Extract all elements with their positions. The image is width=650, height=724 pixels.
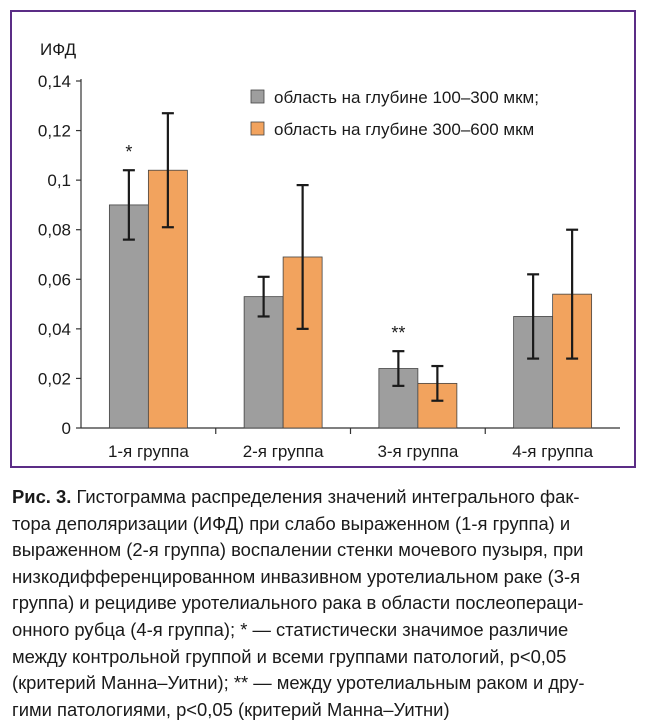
caption-line: между контрольной группой и всеми группа… bbox=[12, 645, 567, 667]
bar-series-2 bbox=[282, 256, 323, 429]
y-tick-label: 0,08 bbox=[38, 221, 71, 240]
y-tick-label: 0,14 bbox=[38, 72, 71, 91]
caption-line: выраженном (2-я группа) воспалении стенк… bbox=[12, 539, 584, 561]
y-tick-label: 0 bbox=[62, 419, 71, 438]
caption-label: Рис. 3. bbox=[12, 486, 72, 507]
figure-caption: Рис. 3. Гистограмма распределения значен… bbox=[12, 484, 638, 723]
y-axis-label: ИФД bbox=[40, 40, 77, 59]
legend-swatch bbox=[250, 121, 265, 136]
caption-line: гими патологиями, р<0,05 (критерий Манна… bbox=[12, 698, 450, 720]
x-tick-label: 1-я группа bbox=[108, 442, 189, 461]
legend-swatch bbox=[250, 89, 265, 104]
y-tick-label: 0,1 bbox=[47, 171, 71, 190]
y-tick-label: 0,12 bbox=[38, 122, 71, 141]
caption-line: (критерий Манна–Уитни); ** — между уроте… bbox=[12, 672, 585, 694]
x-tick-label: 4-я группа bbox=[512, 442, 593, 461]
y-tick-label: 0,06 bbox=[38, 270, 71, 289]
y-tick-label: 0,02 bbox=[38, 369, 71, 388]
caption-line: низкодифференцированном инвазивном уроте… bbox=[12, 565, 581, 587]
legend-label: область на глубине 100–300 мкм; bbox=[274, 88, 539, 107]
legend-label: область на глубине 300–600 мкм bbox=[274, 120, 534, 139]
x-tick-label: 2-я группа bbox=[243, 442, 324, 461]
caption-line: группа) и рецидиве уротелиального рака в… bbox=[12, 592, 584, 614]
caption-line: Гистограмма распределения значений интег… bbox=[76, 486, 580, 507]
significance-marker: ** bbox=[391, 323, 405, 343]
y-tick-label: 0,04 bbox=[38, 320, 71, 339]
significance-marker: * bbox=[125, 142, 132, 162]
caption-line: онного рубца (4-я группа); * — статистич… bbox=[12, 618, 569, 640]
bar-series-1 bbox=[108, 204, 149, 429]
x-tick-label: 3-я группа bbox=[377, 442, 458, 461]
bar-chart: ИФД 0 0,02 0,04 0,06 0,08 0,1 0,12 0,14 1-я групп… bbox=[38, 40, 620, 461]
caption-line: тора деполяризации (ИФД) при слабо выраж… bbox=[12, 512, 571, 534]
